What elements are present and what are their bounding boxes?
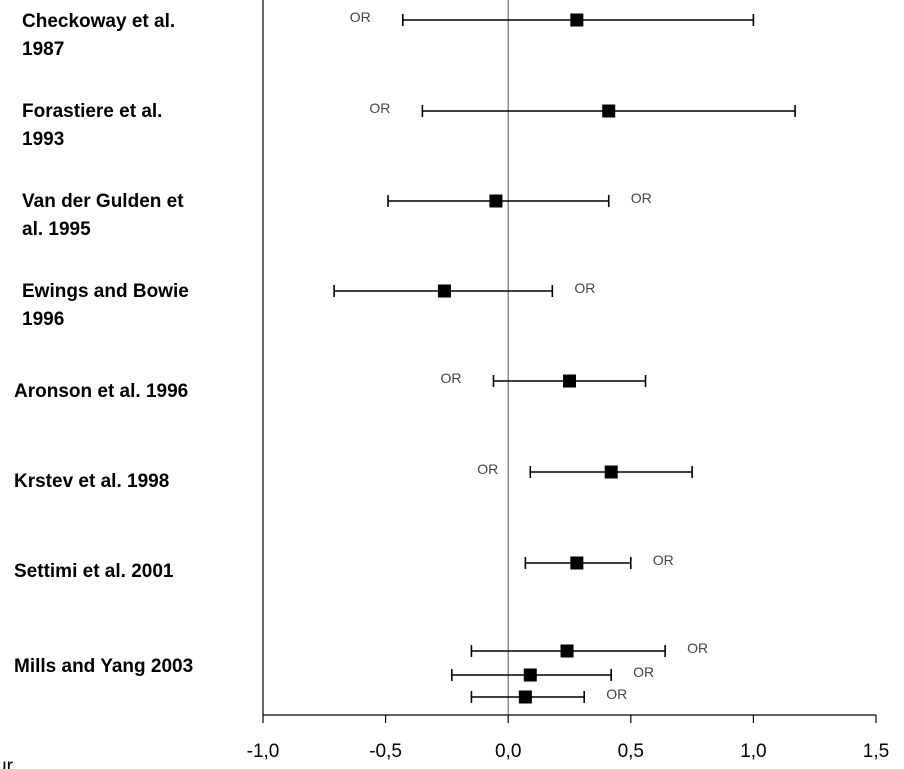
- or-label: OR: [477, 461, 498, 477]
- study-label-line: Forastiere et al.: [22, 101, 162, 122]
- study-label-line: al. 1995: [22, 219, 91, 240]
- x-tick-label: -0,5: [369, 741, 402, 762]
- study-label: Ewings and Bowie 1996: [22, 281, 189, 330]
- study-label-line: Van der Gulden et: [22, 191, 184, 212]
- estimate-row: OR: [524, 552, 674, 570]
- axes: [262, 0, 876, 716]
- point-estimate: [560, 644, 574, 658]
- study-label: Krstev et al. 1998: [14, 471, 169, 492]
- x-axis-ticks: -1,0 -0,5 0,0 0,5 1,0 1,5: [247, 715, 889, 762]
- study-label-line: Mills and Yang 2003: [14, 656, 193, 677]
- study-label-line: Settimi et al. 2001: [14, 561, 174, 582]
- cropped-text-fragment: ur: [0, 756, 14, 769]
- x-tick-label: 1,5: [863, 741, 889, 762]
- study-label-line: Checkoway et al.: [22, 11, 175, 32]
- study-label-line: Aronson et al. 1996: [14, 381, 188, 402]
- point-estimate: [518, 690, 532, 704]
- study-label-line: Ewings and Bowie: [22, 281, 189, 302]
- point-estimate: [570, 13, 584, 27]
- point-estimate: [602, 104, 616, 118]
- point-estimate: [570, 556, 584, 570]
- x-tick-label: -1,0: [247, 741, 280, 762]
- study-label-line: 1996: [22, 309, 64, 330]
- point-estimate: [437, 284, 451, 298]
- x-tick-label: 1,0: [740, 741, 766, 762]
- study-label-line: 1993: [22, 129, 64, 150]
- study-labels: Checkoway et al. 1987 Forastiere et al. 199…: [14, 11, 193, 677]
- or-label: OR: [633, 664, 654, 680]
- or-label: OR: [369, 100, 390, 116]
- x-tick-label: 0,0: [495, 741, 521, 762]
- estimate-row: OR: [350, 9, 755, 27]
- point-estimate: [489, 194, 503, 208]
- point-estimate: [563, 374, 576, 388]
- or-label: OR: [631, 190, 652, 206]
- study-label: Checkoway et al. 1987: [22, 11, 175, 60]
- estimates: OR OR OR OR OR OR OR OR OR OR: [333, 9, 796, 704]
- estimate-row: OR: [333, 280, 595, 298]
- study-label: Mills and Yang 2003: [14, 656, 193, 677]
- or-label: OR: [606, 686, 627, 702]
- study-label-line: 1987: [22, 39, 64, 60]
- or-label: OR: [653, 552, 674, 568]
- study-label: Van der Gulden et al. 1995: [22, 191, 184, 240]
- estimate-row: OR: [440, 370, 647, 388]
- estimate-row: OR: [451, 664, 654, 682]
- or-label: OR: [687, 640, 708, 656]
- point-estimate: [523, 668, 537, 682]
- study-label: Forastiere et al. 1993: [22, 101, 162, 150]
- estimate-row: OR: [477, 461, 693, 479]
- point-estimate: [604, 465, 618, 479]
- estimate-row: OR: [369, 100, 796, 118]
- or-label: OR: [574, 280, 595, 296]
- estimate-row: OR: [470, 640, 708, 658]
- study-label: Aronson et al. 1996: [14, 381, 188, 402]
- study-label-line: Krstev et al. 1998: [14, 471, 169, 492]
- x-tick-label: 0,5: [618, 741, 644, 762]
- or-label: OR: [350, 9, 371, 25]
- estimate-row: OR: [470, 686, 627, 704]
- or-label: OR: [440, 370, 461, 386]
- study-label: Settimi et al. 2001: [14, 561, 174, 582]
- estimate-row: OR: [387, 190, 652, 208]
